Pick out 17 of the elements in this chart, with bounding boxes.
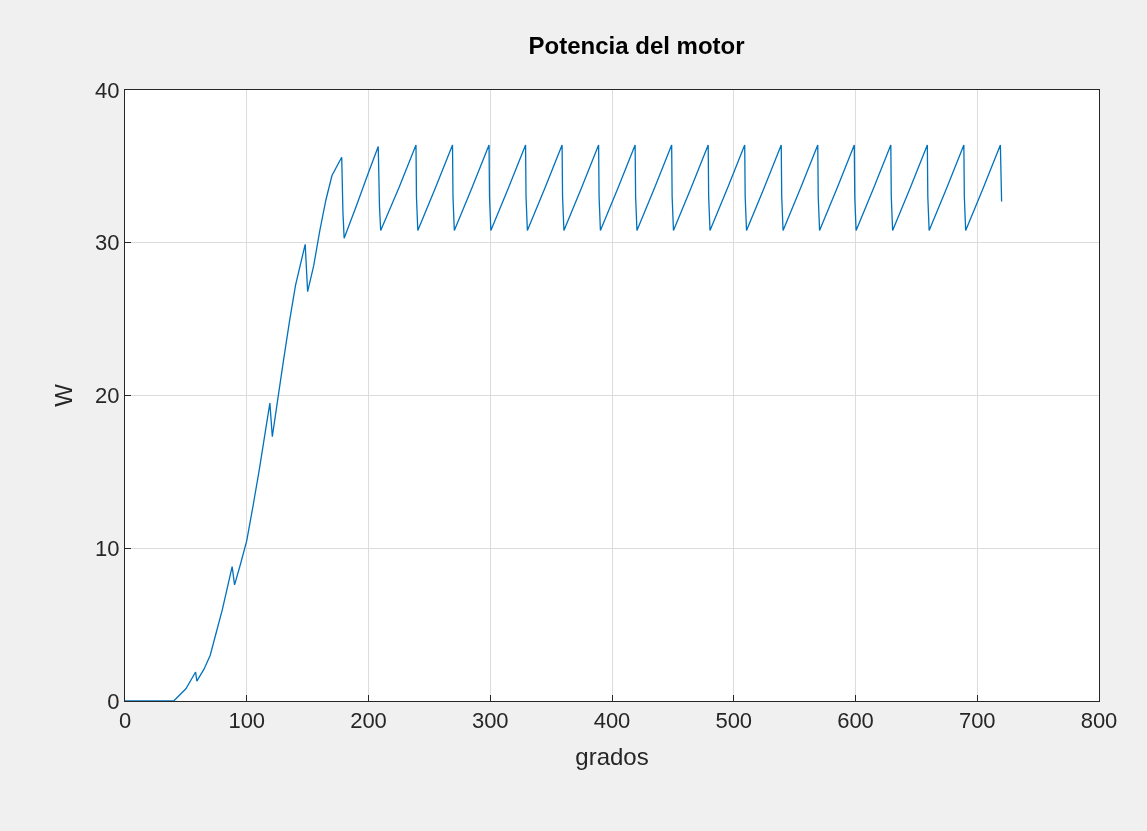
line-series bbox=[125, 144, 1003, 701]
chart-title: Potencia del motor bbox=[528, 32, 745, 60]
x-axis-title: grados bbox=[575, 742, 649, 770]
y-tick-label: 10 bbox=[95, 535, 120, 561]
x-tick-label: 400 bbox=[593, 708, 631, 734]
y-tick-label: 30 bbox=[95, 230, 120, 256]
y-axis-title: W bbox=[50, 383, 78, 407]
y-tick-label: 40 bbox=[95, 77, 120, 103]
x-tick-label: 700 bbox=[958, 708, 996, 734]
x-tick-label: 100 bbox=[228, 708, 266, 734]
x-tick-label: 300 bbox=[471, 708, 509, 734]
x-tick-label: 500 bbox=[715, 708, 753, 734]
y-tick-label: 0 bbox=[107, 688, 120, 714]
y-tick-label: 20 bbox=[95, 383, 120, 409]
x-tick-label: 800 bbox=[1080, 708, 1118, 734]
x-tick-label: 600 bbox=[837, 708, 874, 734]
x-tick-label: 200 bbox=[350, 708, 387, 734]
